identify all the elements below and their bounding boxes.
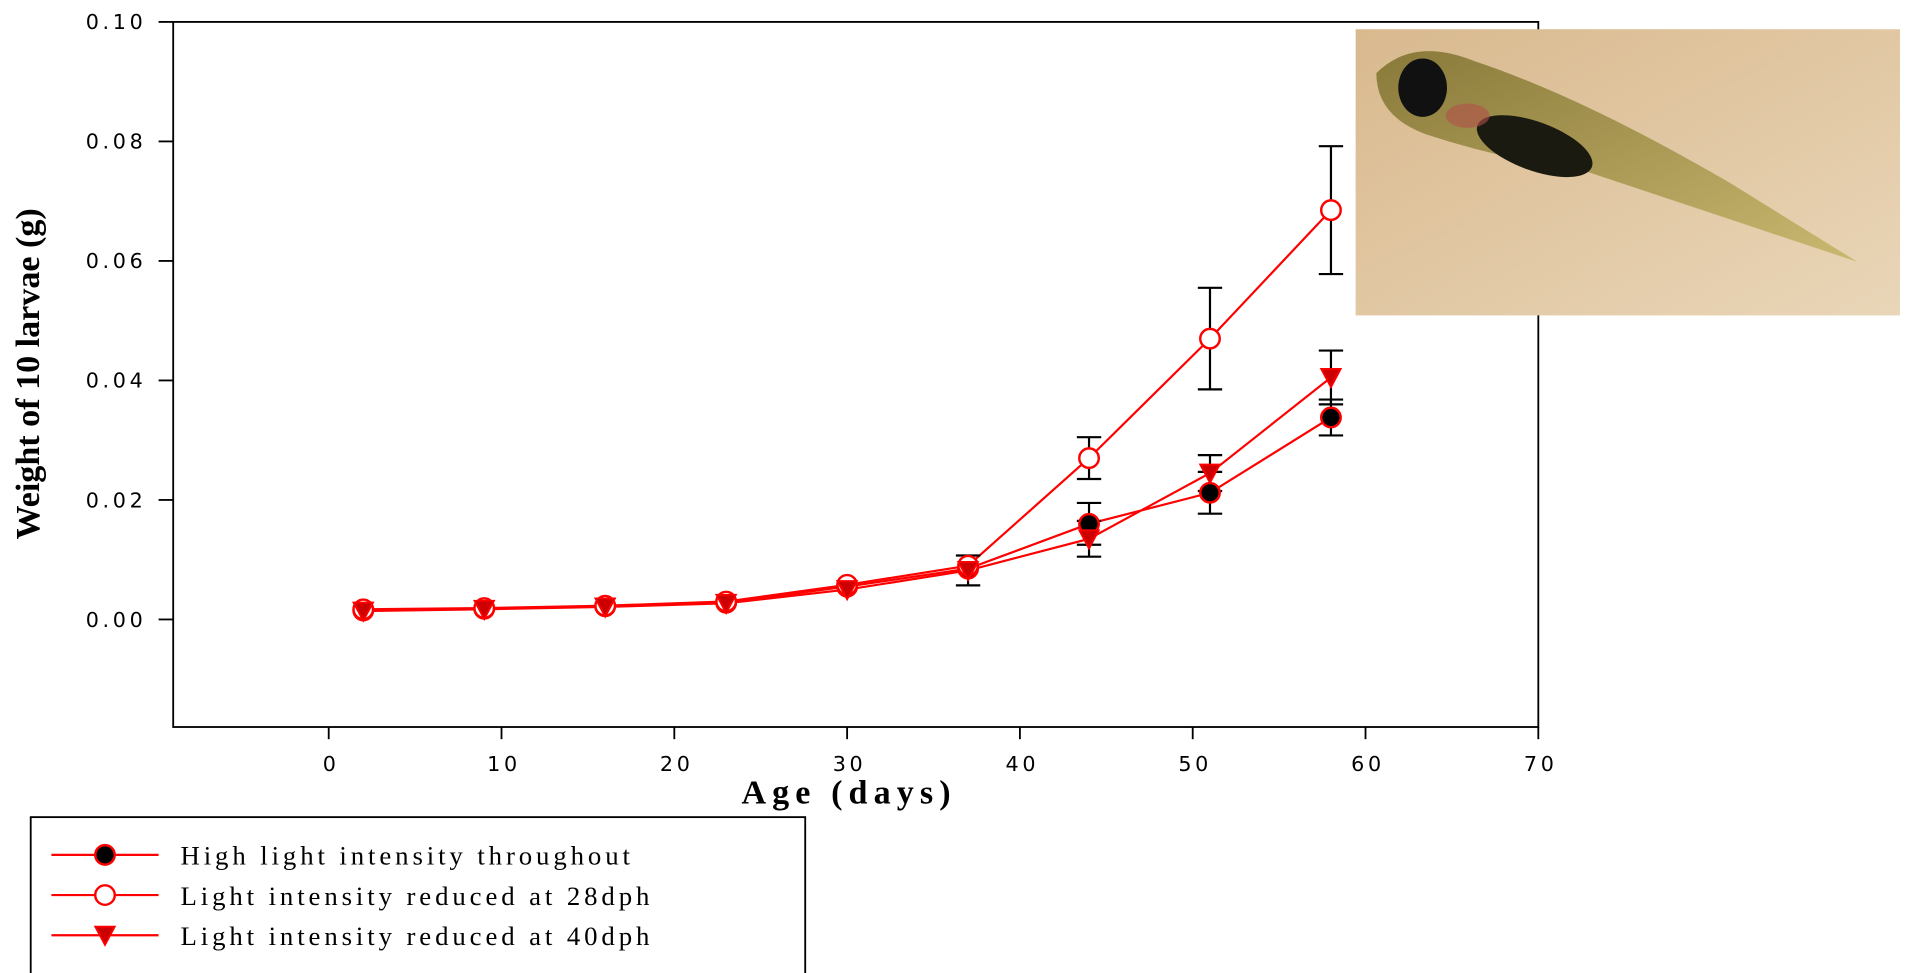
legend-label: High light intensity throughout <box>180 841 633 871</box>
marker <box>714 593 738 616</box>
marker <box>1077 529 1101 551</box>
y-tick-label: 0.10 <box>86 10 147 34</box>
legend-label: Light intensity reduced at 28dph <box>180 881 653 911</box>
series-line <box>363 209 1332 611</box>
marker <box>1078 447 1100 470</box>
marker <box>1319 368 1343 390</box>
y-tick-label: 0.04 <box>86 369 147 393</box>
x-tick-label: 20 <box>660 752 694 776</box>
marker <box>1199 481 1221 504</box>
x-tick-label: 50 <box>1178 752 1212 776</box>
marker <box>835 580 859 602</box>
legend-marker <box>93 925 117 947</box>
marker <box>352 601 375 623</box>
y-tick-label: 0.02 <box>86 488 147 512</box>
y-tick-label: 0.06 <box>86 249 147 273</box>
x-axis-title: Age (days) <box>741 775 956 812</box>
plot-frame <box>172 21 1540 728</box>
x-tick-label: 0 <box>323 752 340 776</box>
marker <box>956 561 980 583</box>
legend-label: Light intensity reduced at 40dph <box>180 921 653 951</box>
marker <box>1199 327 1221 350</box>
x-tick-label: 10 <box>487 752 521 776</box>
legend-marker <box>94 884 116 907</box>
y-tick-label: 0.08 <box>86 130 147 154</box>
legend-box <box>29 816 807 973</box>
x-tick-label: 40 <box>1006 752 1040 776</box>
marker <box>1319 406 1342 429</box>
marker <box>1198 463 1222 485</box>
marker <box>1319 199 1342 222</box>
legend-marker <box>94 843 116 866</box>
x-tick-label: 60 <box>1351 752 1385 776</box>
x-tick-label: 30 <box>833 752 867 776</box>
marker <box>593 597 617 619</box>
marker <box>472 599 496 621</box>
larva-photo <box>1355 29 1900 316</box>
y-axis-title: Weight of 10 larvae (g) <box>10 208 47 539</box>
x-tick-label: 70 <box>1524 752 1558 776</box>
y-tick-label: 0.00 <box>86 608 147 632</box>
